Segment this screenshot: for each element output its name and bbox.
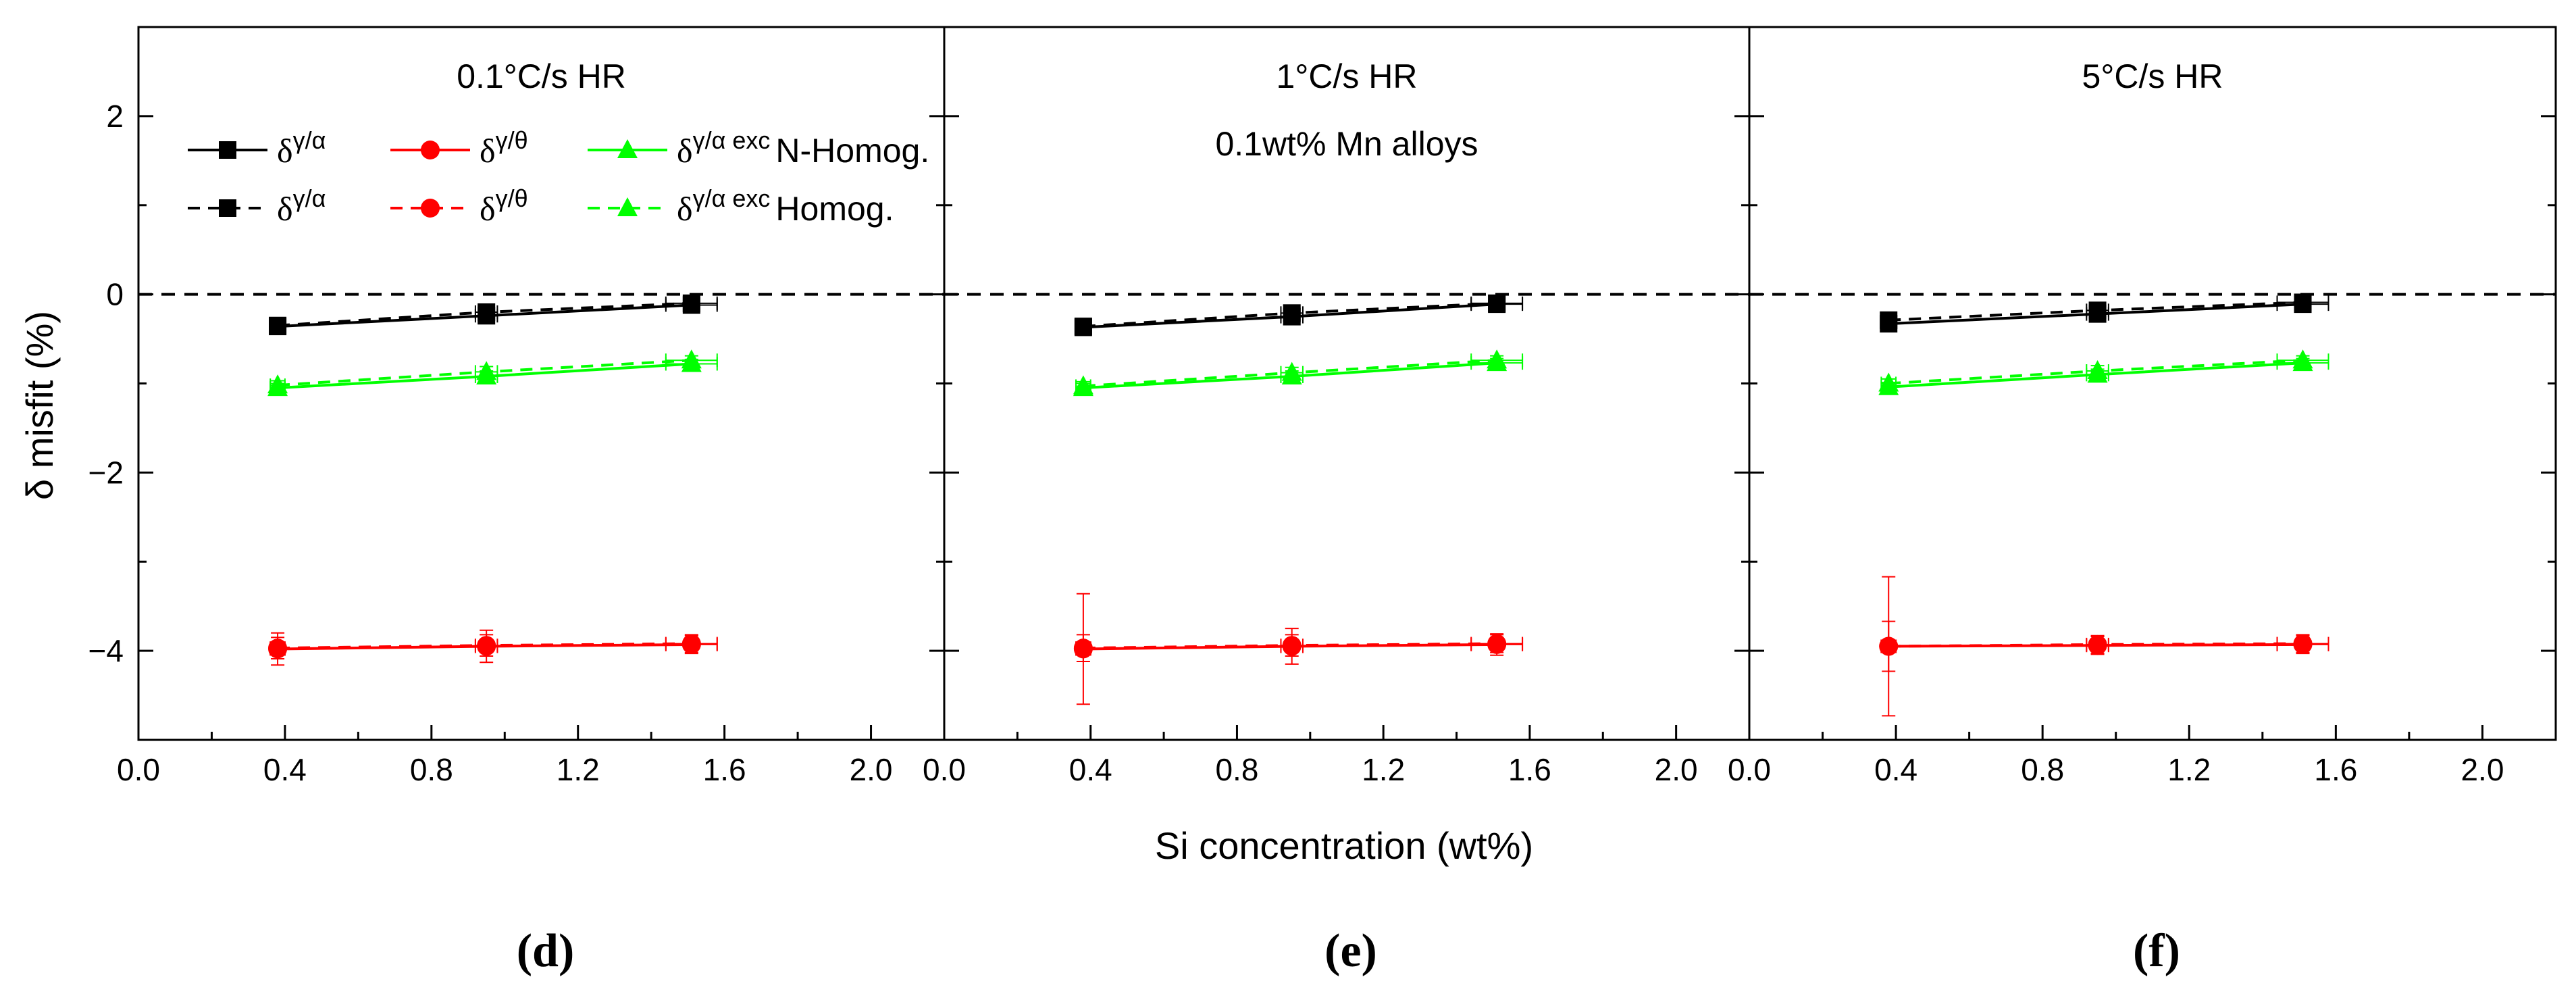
data-point-square [682, 294, 700, 312]
x-tick-label: 2.0 [2461, 752, 2504, 787]
legend-label: δγ/θ [480, 184, 528, 228]
x-tick-label: 1.6 [1508, 752, 1551, 787]
legend-marker-square [219, 199, 236, 217]
data-point-circle [2088, 634, 2107, 654]
series--homog- [1879, 620, 2329, 672]
panel-letter: (d) [517, 925, 575, 977]
y-tick-label: −2 [88, 455, 124, 490]
data-point-circle [1282, 636, 1302, 655]
x-tick-label: 0.8 [1215, 752, 1258, 787]
x-tick-label: 0.8 [2021, 752, 2064, 787]
series--exc-homog- [1878, 349, 2329, 392]
legend-marker-circle [421, 199, 440, 218]
x-tick-label: 1.6 [2314, 752, 2357, 787]
series--exc-homog- [1073, 349, 1524, 395]
chart-panel-e: 0.0 0.4 0.8 1.2 1.6 2.0 1°C/s HR 0.1wt% Mn allo… [923, 26, 1751, 977]
data-point-circle [268, 639, 288, 658]
legend-label: δγ/α exc N-Homog. [677, 126, 929, 170]
data-point-square [269, 316, 287, 334]
series--homog- [1073, 634, 1524, 662]
data-point-triangle [2292, 349, 2313, 369]
y-tick-label: −4 [88, 633, 124, 668]
data-point-triangle [2087, 360, 2108, 380]
legend-label: δγ/θ [480, 126, 528, 170]
data-point-square [478, 303, 496, 321]
legend-label: δγ/α [277, 126, 326, 170]
data-point-circle [2293, 634, 2313, 653]
data-point-circle [1879, 636, 1899, 656]
x-tick-label: 0.4 [1069, 752, 1112, 787]
data-point-square [2088, 301, 2107, 320]
panel-title: 5°C/s HR [2082, 57, 2223, 95]
data-point-triangle [476, 361, 497, 380]
x-tick-label: 0.4 [1874, 752, 1917, 787]
data-point-triangle [1487, 349, 1508, 369]
data-point-circle [681, 634, 701, 653]
x-tick-label: 2.0 [1655, 752, 1698, 787]
y-tick-label: 0 [106, 277, 124, 312]
y-axis-label: δ misfit (%) [18, 311, 61, 500]
data-point-circle [1487, 634, 1507, 653]
data-point-circle [1073, 639, 1093, 658]
data-point-triangle [267, 374, 288, 394]
x-tick-label: 1.6 [703, 752, 746, 787]
series--homog- [1074, 294, 1524, 336]
data-point-square [1074, 318, 1092, 336]
legend-marker-triangle [617, 197, 638, 216]
x-tick-label: 1.2 [2167, 752, 2211, 787]
data-point-triangle [681, 349, 702, 369]
x-tick-label: 0.0 [923, 752, 966, 787]
x-tick-label: 0.8 [410, 752, 453, 787]
legend-label: δγ/α [277, 184, 326, 228]
series--exc-homog- [267, 349, 718, 394]
panel-annotation: 0.1wt% Mn alloys [1215, 125, 1478, 163]
x-tick-label: 1.2 [1362, 752, 1405, 787]
series--homog- [268, 634, 718, 659]
series--homog- [1880, 293, 2329, 329]
panel-title: 1°C/s HR [1277, 57, 1418, 95]
x-tick-label: 0.0 [1728, 752, 1771, 787]
chart-panel-f: 0.0 0.4 0.8 1.2 1.6 2.0 5°C/s HR (f) [1728, 26, 2557, 977]
chart-panel-d: 0.0 0.4 0.8 1.2 1.6 2.0 2 0 −2 −4 0.1°C/s HR (d) [88, 26, 946, 977]
legend: δγ/α δγ/θ δγ/α exc N-Homog. δγ/α δγ/θ δγ/α exc… [188, 126, 929, 228]
series--homog- [269, 294, 718, 334]
x-axis-label: Si concentration (wt%) [1155, 824, 1533, 867]
data-point-square [2294, 293, 2312, 311]
legend-marker-circle [421, 141, 440, 159]
legend-label: δγ/α exc Homog. [677, 184, 894, 228]
data-point-circle [477, 636, 496, 655]
x-tick-label: 1.2 [557, 752, 600, 787]
x-tick-label: 0.0 [117, 752, 160, 787]
data-point-square [1880, 311, 1898, 329]
panel-letter: (e) [1324, 925, 1377, 977]
x-tick-label: 2.0 [850, 752, 893, 787]
panels-layer: 0.0 0.4 0.8 1.2 1.6 2.020−2−40.1°C/s HR(d)0.0… [88, 26, 2557, 977]
panel-letter: (f) [2133, 925, 2180, 977]
y-tick-label: 2 [106, 99, 124, 134]
legend-marker-triangle [617, 139, 638, 158]
data-point-square [1488, 294, 1506, 312]
legend-marker-square [219, 141, 236, 159]
data-point-square [1283, 304, 1301, 322]
x-tick-label: 0.4 [263, 752, 307, 787]
panel-title: 0.1°C/s HR [457, 57, 626, 95]
data-point-triangle [1878, 372, 1899, 392]
data-point-triangle [1281, 361, 1302, 381]
data-point-triangle [1073, 375, 1093, 395]
